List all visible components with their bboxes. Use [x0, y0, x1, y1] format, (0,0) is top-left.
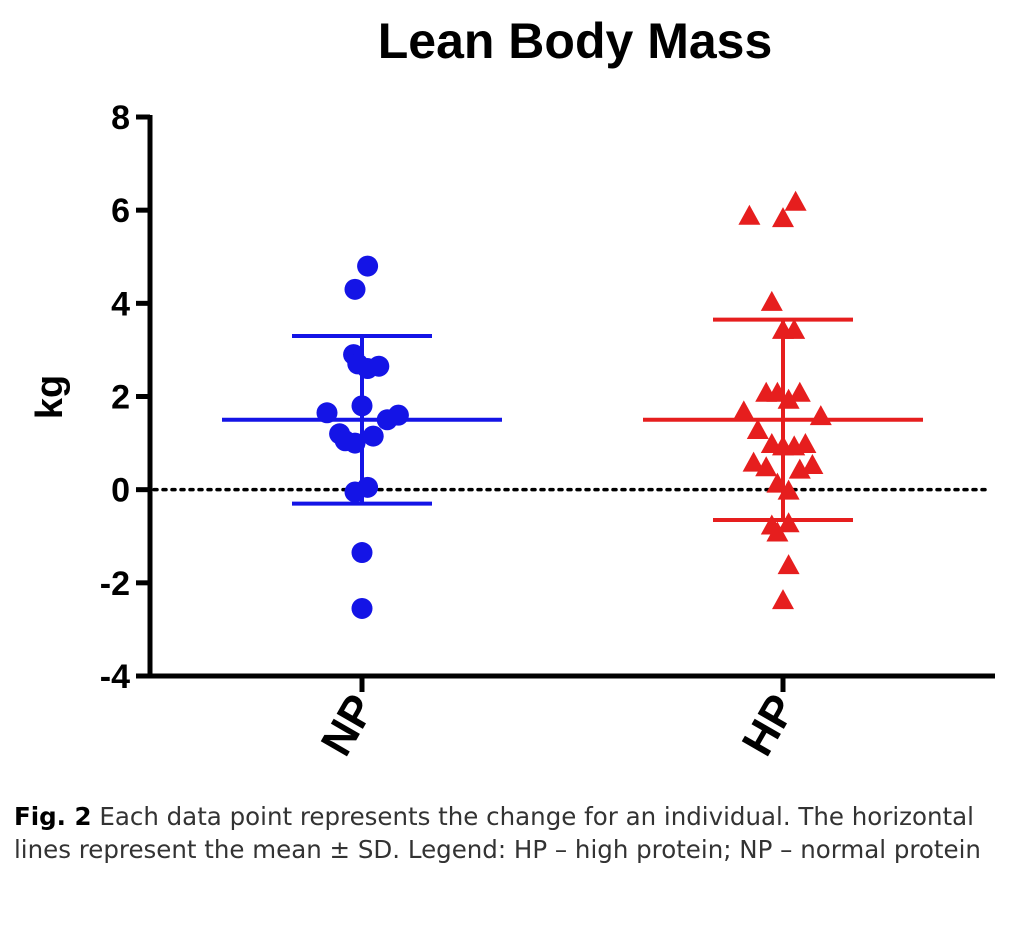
- data-point-hp: [772, 207, 794, 228]
- data-point-hp: [783, 318, 806, 339]
- data-point-np: [368, 355, 390, 377]
- figure-caption: Fig. 2 Each data point represents the ch…: [14, 800, 1014, 866]
- axes: -4 -2 0 2 4 6 8 NP HP: [100, 99, 995, 764]
- y-tick-label: 6: [111, 192, 130, 230]
- data-point-hp: [766, 521, 789, 542]
- y-axis-label: kg: [29, 375, 71, 419]
- data-point-np: [351, 597, 373, 619]
- data-point-np: [344, 278, 366, 300]
- data-point-hp: [760, 290, 783, 311]
- data-point-np: [351, 542, 373, 564]
- data-point-hp: [784, 190, 807, 211]
- mean-sd-bars: [222, 317, 923, 522]
- y-tick-label: 8: [111, 99, 130, 137]
- y-tick-label: 4: [111, 285, 130, 323]
- y-tick-label: 2: [111, 379, 130, 417]
- data-point-np: [362, 425, 384, 447]
- data-point-hp: [746, 419, 769, 440]
- x-category-label: NP: [312, 687, 385, 764]
- x-category-label: HP: [733, 687, 806, 764]
- data-point-hp: [809, 405, 832, 426]
- data-point-hp: [788, 381, 811, 402]
- y-tick-label: 0: [111, 472, 130, 510]
- data-point-hp: [801, 453, 824, 474]
- figure-label: Fig. 2: [14, 802, 92, 831]
- y-tick-label: -4: [100, 658, 130, 696]
- data-point-hp: [772, 589, 794, 610]
- data-point-np: [357, 255, 379, 277]
- y-tick-label: -2: [100, 565, 130, 603]
- chart-title: Lean Body Mass: [378, 13, 773, 69]
- data-point-hp: [732, 400, 755, 421]
- data-point-hp: [738, 204, 761, 225]
- data-points: [316, 190, 832, 619]
- data-point-np: [387, 404, 409, 426]
- data-point-hp: [794, 433, 817, 454]
- data-point-hp: [777, 512, 800, 533]
- data-point-hp: [755, 456, 778, 477]
- data-point-hp: [742, 451, 765, 472]
- data-point-hp: [777, 554, 800, 575]
- lean-body-mass-chart: Lean Body Mass kg -4 -2 0 2 4 6 8 NP HP: [29, 13, 995, 764]
- figure-caption-text: Each data point represents the change fo…: [14, 802, 981, 864]
